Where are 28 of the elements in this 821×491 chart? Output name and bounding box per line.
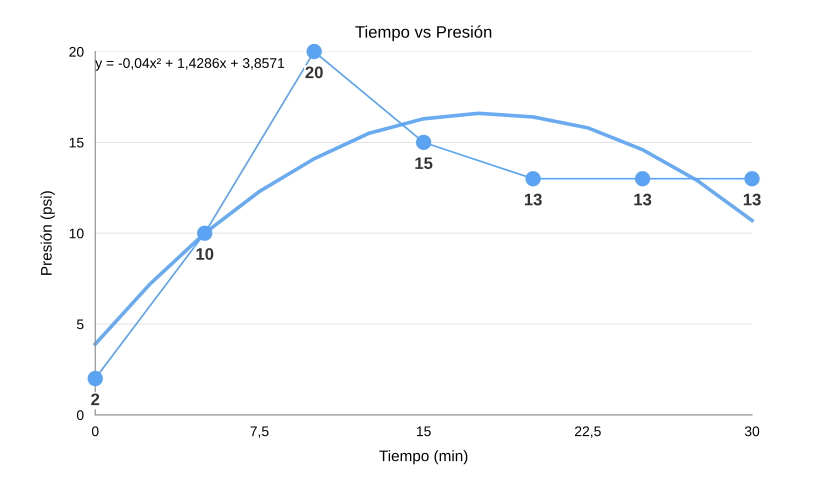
point <box>416 134 432 150</box>
data-label: 2 <box>91 393 100 406</box>
data-label: 10 <box>196 248 214 260</box>
y-tick-label: 10 <box>70 228 84 238</box>
data-label: 15 <box>415 157 432 170</box>
y-tick-label: 15 <box>70 138 84 148</box>
point <box>634 171 650 186</box>
point <box>306 44 322 60</box>
point <box>525 171 541 186</box>
point <box>88 370 103 386</box>
data-label: 20 <box>305 66 323 78</box>
data-label: 13 <box>744 194 761 206</box>
point <box>744 171 760 186</box>
point <box>197 226 212 241</box>
data-label: 13 <box>524 194 542 206</box>
x-tick-label: 15 <box>416 426 431 436</box>
y-axis-title: Presión (psi) <box>40 191 55 275</box>
y-tick-label: 20 <box>69 46 84 57</box>
x-axis-title: Tiempo (min) <box>379 450 468 464</box>
y-tick-label: 0 <box>76 410 84 420</box>
x-tick-label: 30 <box>744 426 760 436</box>
chart-title: Tiempo vs Presión <box>355 25 492 42</box>
annotation: y = -0,04x² + 1,4286x + 3,8571 <box>95 58 284 71</box>
y-tick-label: 5 <box>76 320 84 330</box>
x-tick-label: 0 <box>92 426 99 436</box>
x-tick-label: 7,5 <box>250 426 269 438</box>
x-tick-label: 22,5 <box>575 426 601 438</box>
data-label: 13 <box>634 194 652 206</box>
